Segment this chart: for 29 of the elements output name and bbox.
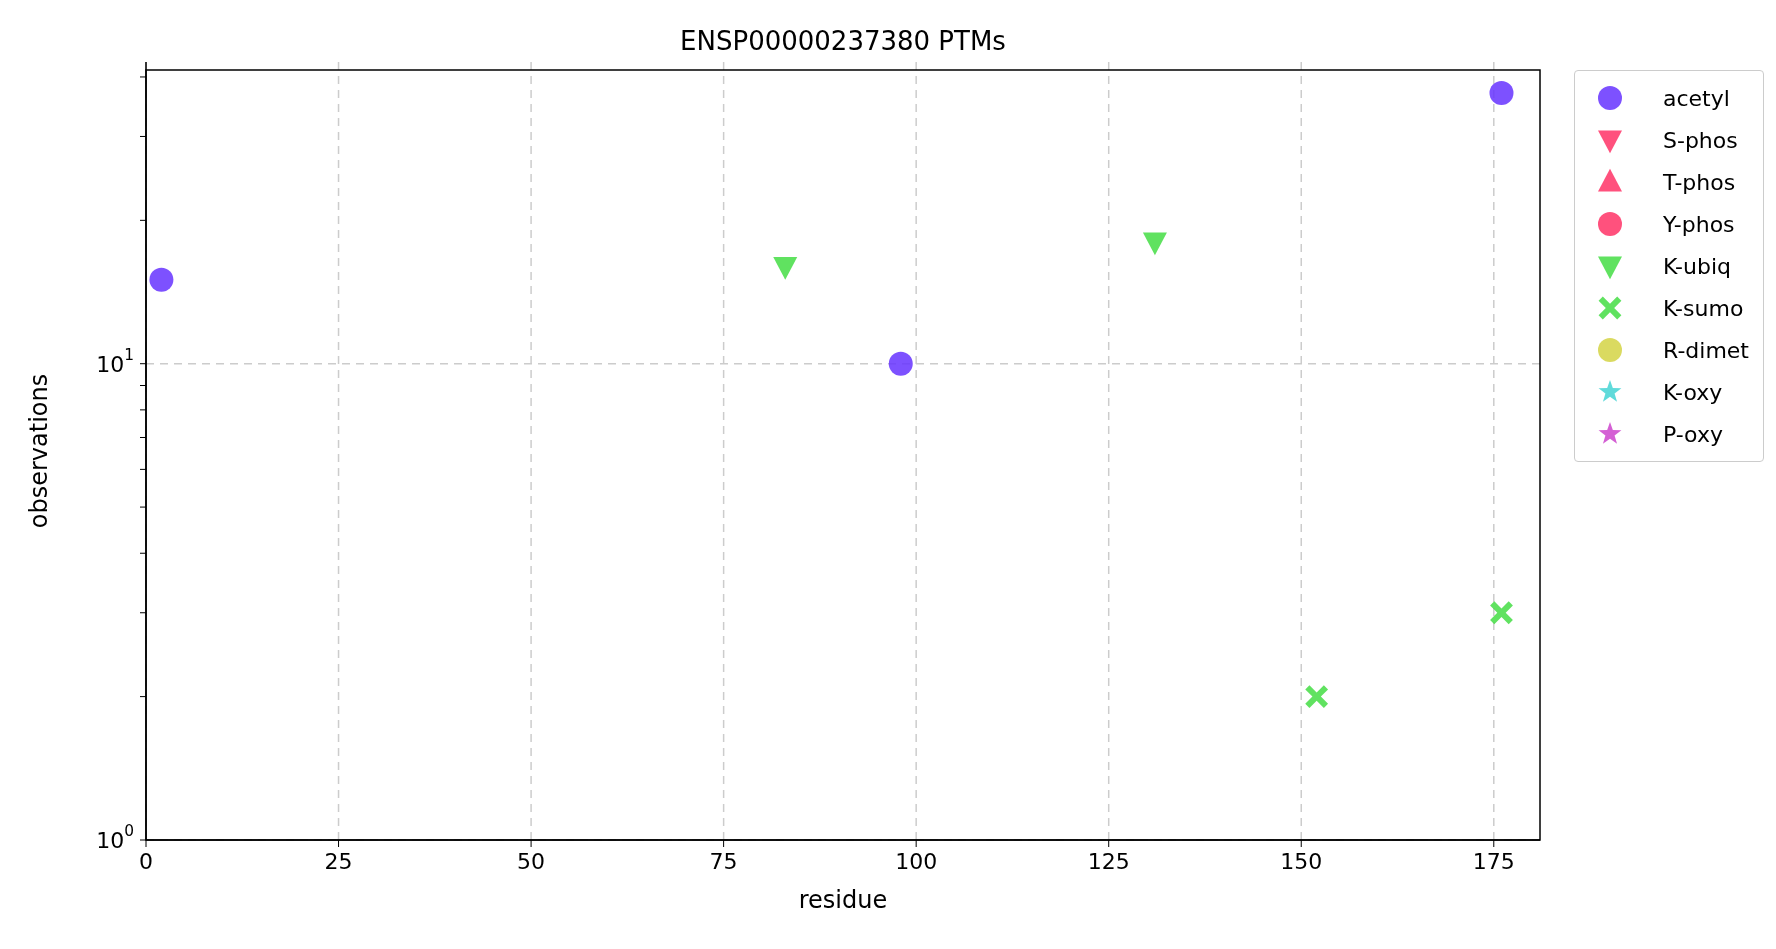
point	[149, 267, 174, 292]
x-tick-label: 50	[517, 849, 546, 874]
point	[1489, 81, 1514, 106]
chart-title: ENSP00000237380 PTMs	[679, 26, 1007, 56]
point	[773, 256, 798, 280]
x-tick-label: 125	[1087, 849, 1130, 874]
legend-label: R-dimet	[1662, 337, 1749, 363]
x-tick-label: 0	[139, 849, 153, 874]
x-tick-label: 100	[895, 849, 938, 874]
x-tick-label: 75	[709, 849, 738, 874]
legend-label: K-ubiq	[1662, 253, 1732, 279]
legend-label: K-sumo	[1662, 295, 1744, 321]
legend-label: P-oxy	[1662, 421, 1723, 447]
legend-label: acetyl	[1662, 85, 1730, 111]
point	[1142, 232, 1167, 256]
point	[1490, 601, 1513, 625]
y-axis-title: observations	[24, 373, 53, 529]
legend-label: K-oxy	[1662, 379, 1723, 405]
legend-label: S-phos	[1662, 127, 1738, 153]
legend-label: T-phos	[1662, 169, 1736, 195]
y-tick-label: 10$^{0}$	[96, 822, 134, 853]
point	[1305, 685, 1329, 709]
y-tick-label: 10$^{1}$	[96, 345, 134, 377]
x-axis-title: residue	[798, 886, 888, 914]
legend-label: Y-phos	[1662, 211, 1735, 237]
x-tick-label: 175	[1472, 849, 1515, 874]
point	[888, 351, 913, 376]
x-tick-label: 150	[1280, 849, 1323, 874]
x-tick-label: 25	[324, 849, 353, 874]
